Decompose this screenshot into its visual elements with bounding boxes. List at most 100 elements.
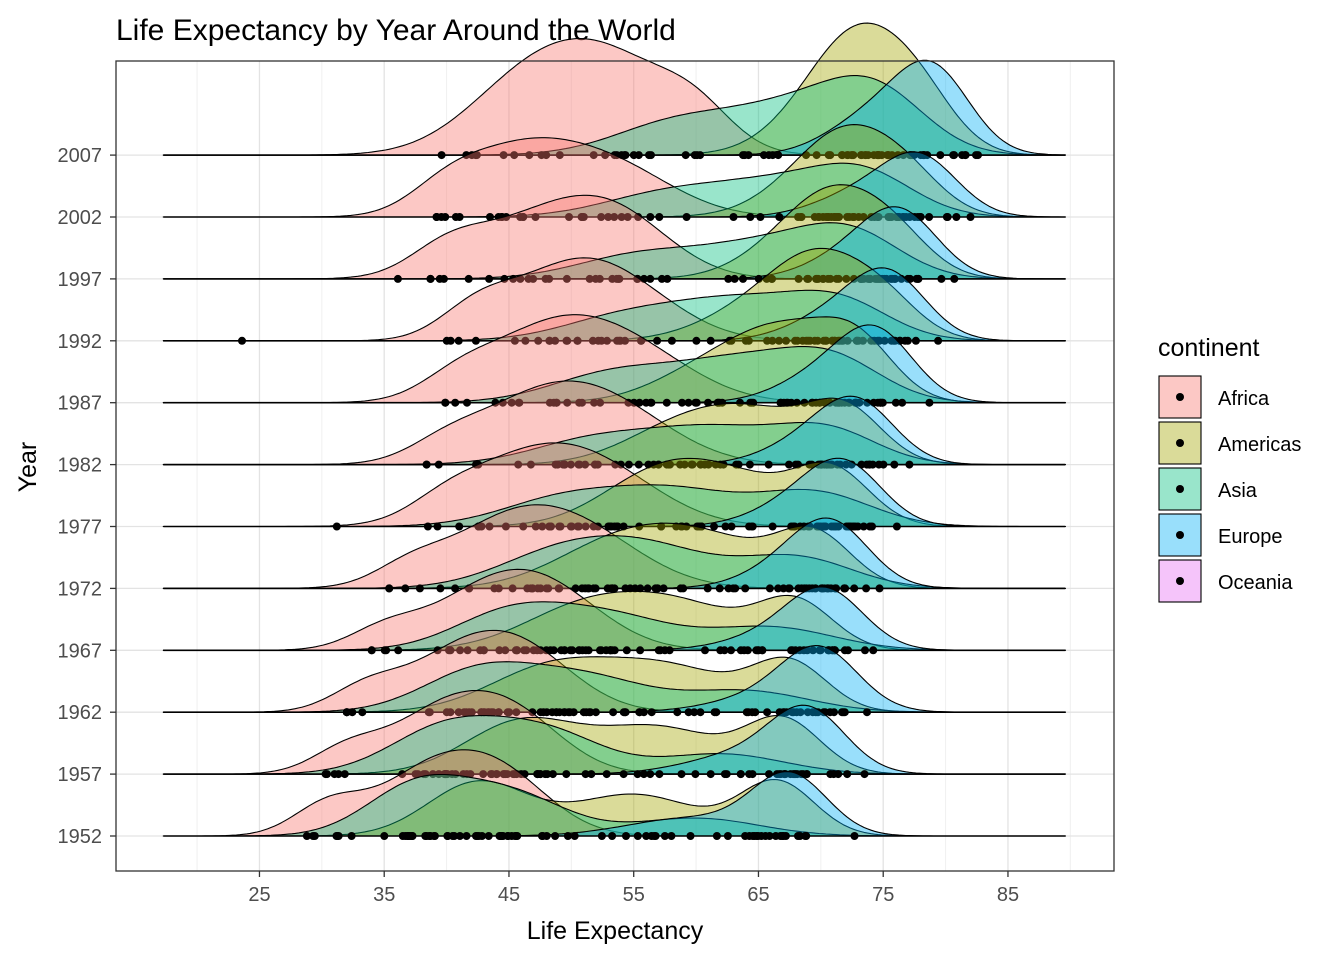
data-point bbox=[763, 708, 772, 717]
data-point bbox=[898, 398, 907, 407]
data-point bbox=[471, 336, 480, 345]
data-point bbox=[589, 151, 598, 160]
data-point bbox=[855, 398, 864, 407]
legend-item-americas: Americas bbox=[1158, 421, 1301, 465]
data-point bbox=[692, 336, 701, 345]
data-point bbox=[934, 336, 943, 345]
data-point bbox=[238, 336, 246, 345]
data-point bbox=[664, 460, 673, 469]
data-point bbox=[861, 646, 869, 655]
data-point bbox=[581, 770, 590, 779]
data-point bbox=[880, 336, 889, 345]
data-point bbox=[676, 584, 685, 593]
data-point bbox=[545, 336, 554, 345]
data-point bbox=[788, 646, 797, 655]
y-axis-title: Year bbox=[14, 442, 42, 493]
data-point bbox=[684, 398, 693, 407]
data-point bbox=[844, 522, 853, 531]
data-point bbox=[529, 274, 538, 283]
ridge-1957 bbox=[162, 689, 1066, 779]
data-point bbox=[551, 832, 560, 840]
data-point bbox=[421, 832, 430, 840]
ridge-2002 bbox=[162, 124, 1066, 221]
data-point bbox=[775, 336, 783, 345]
data-point bbox=[852, 336, 861, 345]
data-point bbox=[367, 646, 376, 655]
data-point bbox=[636, 646, 645, 655]
data-point bbox=[499, 770, 508, 779]
data-point bbox=[525, 151, 534, 160]
data-point bbox=[809, 646, 817, 655]
data-point bbox=[741, 832, 750, 840]
data-point bbox=[575, 398, 584, 407]
data-point bbox=[608, 274, 617, 283]
x-axis: 25 35 45 55 65 75 85 bbox=[248, 871, 1019, 906]
data-point bbox=[455, 522, 464, 531]
data-point bbox=[560, 646, 569, 655]
legend-label: Asia bbox=[1218, 480, 1258, 502]
data-point bbox=[824, 646, 833, 655]
data-point bbox=[850, 832, 859, 840]
data-point bbox=[601, 151, 610, 160]
data-point bbox=[635, 398, 644, 407]
legend-title: continent bbox=[1158, 334, 1260, 362]
data-point bbox=[874, 460, 883, 469]
data-point bbox=[555, 584, 564, 593]
data-point bbox=[663, 274, 672, 283]
data-point bbox=[763, 336, 772, 345]
legend-point-icon bbox=[1176, 577, 1184, 585]
data-point bbox=[741, 584, 750, 593]
data-point bbox=[748, 708, 757, 717]
data-point bbox=[756, 213, 765, 221]
data-point bbox=[826, 274, 835, 283]
data-point bbox=[586, 708, 595, 717]
data-point bbox=[646, 213, 655, 221]
ridge-1997 bbox=[162, 184, 1066, 283]
data-point bbox=[577, 213, 586, 221]
x-axis-title: Life Expectancy bbox=[527, 917, 704, 945]
y-tick-label: 1992 bbox=[58, 331, 103, 353]
data-point bbox=[660, 832, 669, 840]
data-point bbox=[703, 584, 712, 593]
data-point bbox=[597, 832, 606, 840]
data-point bbox=[736, 398, 744, 407]
data-point bbox=[603, 336, 611, 345]
legend-item-oceania: Oceania bbox=[1158, 559, 1293, 603]
data-point bbox=[867, 213, 876, 221]
data-point bbox=[556, 522, 565, 531]
data-point bbox=[501, 646, 510, 655]
data-point bbox=[624, 398, 633, 407]
data-point bbox=[722, 770, 731, 779]
data-point bbox=[606, 646, 615, 655]
legend: continent Africa Americas Asia Europe Oceani… bbox=[1158, 334, 1301, 603]
data-point bbox=[604, 213, 613, 221]
data-point bbox=[553, 460, 562, 469]
data-point bbox=[498, 398, 507, 407]
legend-point-icon bbox=[1176, 531, 1184, 539]
data-point bbox=[552, 398, 561, 407]
data-point bbox=[837, 398, 846, 407]
ridge-1952 bbox=[162, 749, 1066, 840]
data-point bbox=[812, 151, 821, 160]
data-point bbox=[659, 584, 668, 593]
data-point bbox=[692, 398, 701, 407]
data-point bbox=[882, 274, 891, 283]
data-point bbox=[432, 213, 441, 221]
data-point bbox=[581, 460, 590, 469]
data-point bbox=[579, 708, 588, 717]
data-point bbox=[759, 151, 768, 160]
data-point bbox=[621, 584, 630, 593]
data-point bbox=[750, 832, 759, 840]
data-point bbox=[925, 213, 934, 221]
data-point bbox=[912, 274, 921, 283]
data-point bbox=[911, 336, 920, 345]
data-point bbox=[665, 646, 674, 655]
data-point bbox=[875, 584, 884, 593]
y-tick-label: 1962 bbox=[58, 702, 103, 724]
data-point bbox=[673, 708, 682, 717]
data-point bbox=[608, 832, 617, 840]
data-point bbox=[859, 522, 868, 531]
data-point bbox=[587, 770, 596, 779]
data-point bbox=[609, 708, 618, 717]
data-point bbox=[385, 584, 394, 593]
